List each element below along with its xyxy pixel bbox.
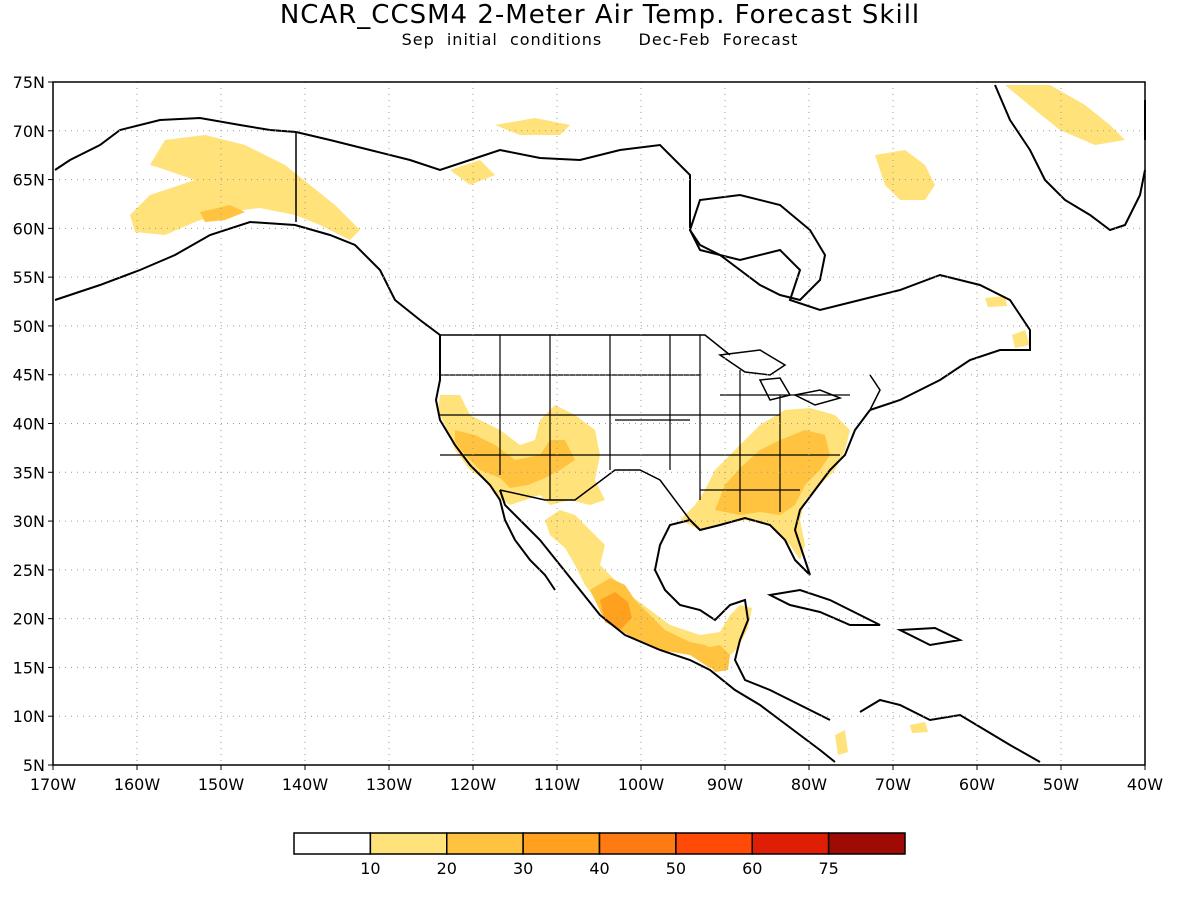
- subtitle-initial-conditions: Sep initial conditions: [401, 30, 603, 49]
- colorbar-swatch: [751, 832, 830, 855]
- subtitle-forecast-period: Dec-Feb Forecast: [638, 30, 799, 49]
- lon-tick-label: 60W: [959, 775, 995, 794]
- colorbar-swatch: [369, 832, 448, 855]
- lon-tick-label: 50W: [1043, 775, 1079, 794]
- lon-tick-label: 120W: [450, 775, 497, 794]
- colorbar-label: 75: [818, 859, 838, 878]
- colorbar-swatch: [446, 832, 524, 855]
- border-us-mexico: [499, 469, 691, 521]
- lat-tick-label: 70N: [13, 122, 45, 141]
- colorbar-swatch: [598, 832, 677, 855]
- grid-layer: [52, 81, 1146, 766]
- skill-region-alaska-core: [200, 205, 245, 222]
- map-title: NCAR_CCSM4 2-Meter Air Temp. Forecast Sk…: [279, 0, 921, 30]
- lon-tick-label: 100W: [618, 775, 665, 794]
- colorbar-swatch: [293, 832, 372, 855]
- skill-region-alaska: [130, 135, 360, 240]
- colorbar-label: 40: [589, 859, 609, 878]
- coastline-us-west: [434, 335, 836, 763]
- colorbar-label: 10: [360, 859, 380, 878]
- lat-tick-label: 65N: [13, 171, 45, 190]
- lat-tick-label: 5N: [23, 756, 45, 775]
- coastline-alaska: [54, 116, 441, 336]
- map-subtitle: Sep initial conditions Dec-Feb Forecast: [0, 30, 1200, 49]
- colorbar-swatch: [827, 832, 906, 855]
- coastline-hudson-bay: [688, 193, 827, 302]
- coastline-south-america: [859, 698, 1041, 763]
- colorbar-swatch: [522, 832, 601, 855]
- skill-region-greenland: [1005, 85, 1125, 145]
- lat-tick-label: 25N: [13, 561, 45, 580]
- lon-tick-label: 140W: [282, 775, 329, 794]
- lat-tick-label: 75N: [13, 73, 45, 92]
- lon-tick-label: 70W: [875, 775, 911, 794]
- skill-region-western-us-core: [455, 430, 575, 488]
- lat-tick-label: 60N: [13, 219, 45, 238]
- lon-tick-label: 130W: [366, 775, 413, 794]
- lat-tick-label: 30N: [13, 512, 45, 531]
- lon-tick-label: 110W: [534, 775, 581, 794]
- skill-region-newfoundland: [985, 296, 1030, 348]
- skill-region-southeast-us-core: [715, 430, 830, 515]
- coastline-gulf: [653, 409, 871, 721]
- lon-tick-label: 40W: [1127, 775, 1163, 794]
- skill-region-western-us: [438, 395, 605, 505]
- lat-tick-label: 15N: [13, 658, 45, 677]
- skill-region-mexico: [545, 510, 752, 660]
- lat-tick-label: 45N: [13, 366, 45, 385]
- axis-layer: 75N 70N 65N 60N 55N 50N 45N 40N 35N 30N 25N 20N 15N 1…: [13, 73, 1164, 794]
- border-us-canada: [295, 132, 881, 411]
- colorbar: 10 20 30 40 50 60 75: [293, 832, 906, 878]
- colorbar-label: 30: [513, 859, 533, 878]
- coastline-arctic-canada: [295, 131, 1031, 411]
- lat-tick-label: 50N: [13, 317, 45, 336]
- colorbar-label: 20: [437, 859, 457, 878]
- lat-tick-label: 40N: [13, 415, 45, 434]
- skill-shading-layer: [130, 85, 1125, 755]
- lon-tick-label: 90W: [707, 775, 743, 794]
- lon-tick-label: 150W: [198, 775, 245, 794]
- skill-region-caribbean: [835, 722, 928, 755]
- lat-tick-label: 55N: [13, 268, 45, 287]
- colorbar-label: 50: [666, 859, 686, 878]
- coastline-cuba: [766, 588, 964, 647]
- colorbar-label: 60: [742, 859, 762, 878]
- skill-region-arctic-islands: [450, 118, 570, 185]
- lon-tick-label: 160W: [114, 775, 161, 794]
- lat-tick-label: 35N: [13, 463, 45, 482]
- lon-tick-label: 80W: [791, 775, 827, 794]
- lat-tick-label: 20N: [13, 610, 45, 629]
- lon-tick-label: 170W: [30, 775, 77, 794]
- skill-region-central-america: [705, 645, 730, 672]
- colorbar-swatch: [675, 832, 753, 855]
- skill-region-labrador: [875, 150, 935, 200]
- lat-tick-label: 10N: [13, 707, 45, 726]
